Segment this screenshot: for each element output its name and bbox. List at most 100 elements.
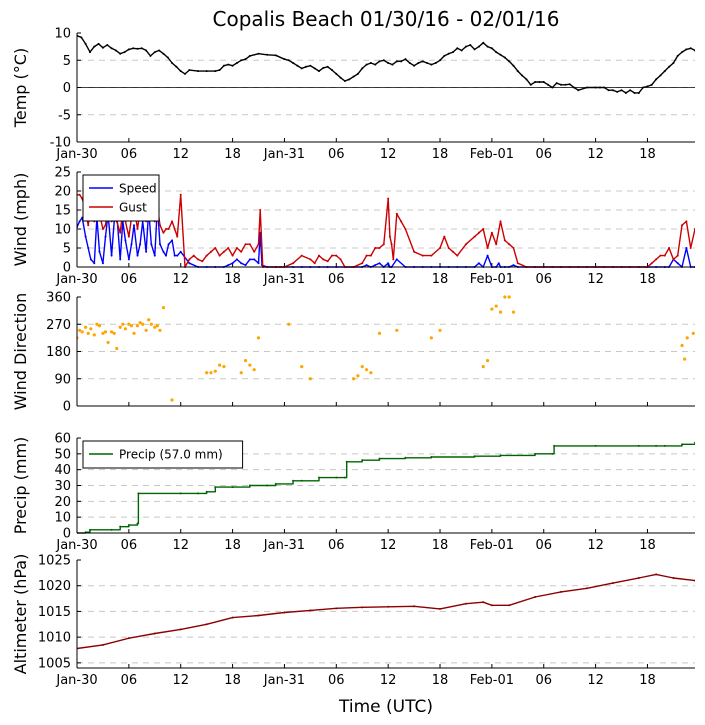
wind-gust-point: [326, 260, 329, 263]
temp-temperature-point: [97, 42, 100, 45]
wdir-direction-point: [147, 318, 151, 322]
wind-speed-point: [158, 243, 161, 246]
wdir-direction-point: [252, 368, 256, 372]
temp-temperature-point: [300, 67, 303, 70]
wdir-direction-point: [101, 331, 105, 335]
precip-x-tick-label: 06: [121, 538, 138, 553]
wind-speed-point: [153, 254, 156, 257]
temp-temperature-point: [400, 60, 403, 63]
temp-temperature-point: [694, 49, 695, 52]
temp-temperature-point: [434, 61, 437, 64]
wind-gust-line: [77, 194, 695, 268]
wind-gust-point: [482, 228, 485, 230]
wdir-direction-point: [80, 330, 84, 334]
wind-speed-point: [78, 220, 81, 223]
precip-precip-57-0-mm-point: [663, 444, 666, 447]
temp-temperature-point: [287, 59, 290, 62]
temp-temperature-point: [404, 58, 407, 61]
wdir-direction-point: [364, 368, 369, 372]
precip-x-tick-label: 12: [587, 538, 604, 553]
wind-x-tick-label: 18: [432, 272, 449, 287]
wdir-direction-point: [127, 322, 131, 326]
precip-y-tick-label: 0: [63, 527, 71, 542]
wdir-y-tick-label: 0: [63, 400, 71, 415]
wind-speed-point: [124, 239, 127, 242]
wind-gust-point: [676, 254, 679, 257]
temp-temperature-point: [318, 70, 321, 73]
wdir-direction-point: [95, 322, 99, 326]
temp-temperature-point: [197, 70, 200, 73]
precip-x-tick-label: 12: [172, 538, 189, 553]
temp-x-tick-label: 06: [328, 147, 345, 162]
wind-gust-point: [374, 247, 377, 249]
temp-temperature-point: [257, 52, 260, 55]
wind-gust-point: [244, 243, 247, 246]
wdir-y-tick-label: 270: [46, 318, 71, 333]
wind-speed-point: [130, 243, 133, 246]
wdir-direction-point: [503, 295, 507, 299]
temp-temperature-point: [460, 49, 463, 52]
precip-precip-57-0-mm-point: [127, 524, 130, 527]
wind-x-tick-label: 12: [587, 272, 604, 287]
wind-gust-point: [421, 254, 424, 257]
temp-temperature-point: [456, 47, 459, 50]
wind-speed-point: [188, 262, 191, 265]
temp-temperature-point: [175, 65, 178, 68]
temp-temperature-point: [106, 43, 109, 46]
temp-temperature-point: [663, 70, 666, 73]
wind-gust-point: [672, 258, 675, 261]
temp-temperature-point: [611, 89, 614, 92]
wdir-direction-point: [691, 331, 695, 335]
precip-precip-57-0-mm-point: [594, 444, 597, 447]
alt-y-tick-label: 1025: [38, 554, 71, 569]
wdir-direction-point: [494, 304, 498, 308]
wdir-direction-point: [239, 371, 243, 375]
alt-x-tick-label: 12: [587, 673, 604, 688]
temp-temperature-point: [119, 52, 122, 55]
temp-temperature-point: [378, 60, 381, 63]
alt-altimeter-point: [231, 616, 234, 619]
wind-gust-point: [222, 250, 225, 253]
alt-x-tick-label: Jan-30: [55, 673, 97, 688]
wind-gust-point: [413, 250, 416, 253]
alt-altimeter-point: [637, 577, 640, 579]
temp-temperature-point: [585, 86, 588, 89]
wind-y-tick-label: 0: [63, 261, 71, 276]
alt-altimeter-point: [560, 590, 563, 593]
precip-precip-57-0-mm-point: [119, 525, 122, 528]
wind-gust-point: [404, 228, 407, 230]
alt-altimeter-point: [464, 602, 467, 605]
precip-x-tick-label: 18: [432, 538, 449, 553]
temp-temperature-point: [149, 54, 152, 57]
wdir-direction-point: [149, 322, 153, 326]
wdir-direction-point: [356, 374, 360, 378]
wind-gust-point: [78, 193, 81, 196]
wdir-panel: 0 90 180 270 360 Wind Direction: [11, 291, 695, 415]
wind-speed-point: [89, 258, 92, 261]
temp-temperature-point: [395, 60, 398, 63]
wdir-direction-point: [222, 365, 226, 369]
alt-y-tick-label: 1005: [38, 656, 71, 671]
temp-temperature-point: [525, 78, 528, 81]
precip-legend: Precip (57.0 mm): [82, 440, 244, 469]
precip-precip-57-0-mm-point: [248, 484, 251, 487]
wind-legend: Speed Gust: [82, 174, 160, 222]
temp-temperature-point: [361, 67, 364, 70]
wdir-direction-point: [429, 336, 433, 340]
temp-x-tick-label: Jan-31: [263, 147, 305, 162]
wdir-direction-point: [121, 322, 125, 326]
temp-temperature-point: [88, 51, 91, 54]
temp-temperature-point: [672, 61, 675, 64]
temp-temperature-point: [594, 86, 597, 89]
precip-precip-57-0-mm-point: [694, 441, 695, 444]
wind-gust-point: [335, 254, 338, 257]
wdir-direction-point: [369, 371, 373, 375]
precip-precip-57-0-mm-point: [637, 444, 640, 447]
wind-speed-point: [365, 264, 368, 267]
wind-speed-point: [150, 243, 153, 246]
wdir-y-tick-label: 180: [46, 345, 71, 360]
wind-gust-point: [127, 235, 130, 238]
wind-speed-point: [497, 262, 500, 265]
temp-temperature-point: [560, 83, 563, 86]
